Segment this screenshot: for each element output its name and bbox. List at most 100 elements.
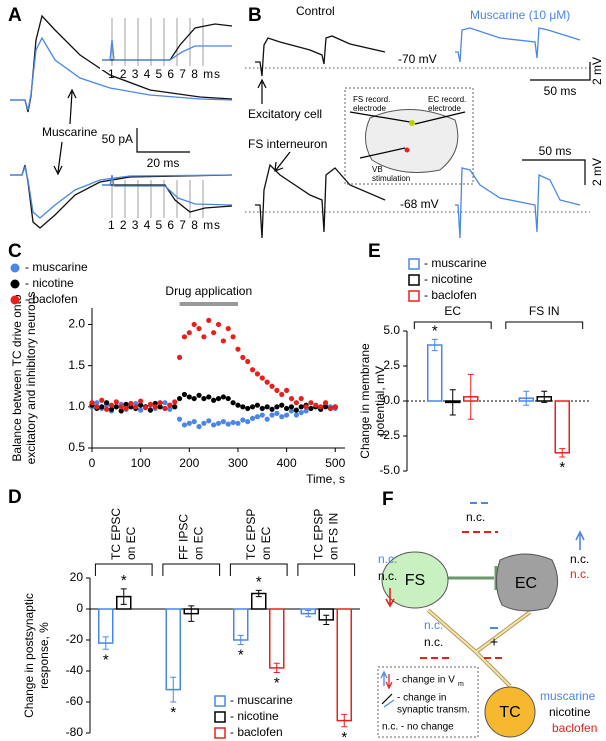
tc-node [484, 686, 536, 738]
point [225, 421, 231, 427]
point [123, 401, 129, 407]
point [186, 330, 192, 336]
legend-swatch [408, 290, 420, 302]
recording-site [409, 120, 415, 126]
bracket [413, 321, 492, 329]
point [264, 416, 270, 422]
point [269, 412, 275, 418]
y-tick-label: 1.5 [68, 358, 85, 372]
effect-label: n.c. [424, 635, 443, 649]
vm-label: -70 mV [398, 52, 437, 66]
point [279, 414, 285, 420]
legend-swatch [10, 263, 20, 273]
bracket [229, 563, 288, 576]
y-axis-label: Balance between TC drive onto [10, 294, 24, 462]
bar [269, 608, 285, 669]
point [288, 408, 295, 414]
significance: * [256, 573, 262, 590]
point [94, 404, 100, 410]
point [220, 419, 226, 425]
inset-axis: 1 2 3 4 5 6 7 8 ms [108, 218, 220, 232]
significance: * [121, 572, 127, 589]
point [308, 405, 314, 412]
y-tick-label: 5.0 [383, 323, 400, 337]
effect-label: n.c. [378, 569, 397, 583]
point [303, 408, 309, 414]
scale-bar [530, 62, 591, 81]
point [191, 321, 197, 328]
point [274, 410, 280, 417]
effect-label: n.c. [424, 618, 443, 632]
legend-label: - nicotine [230, 709, 279, 723]
point [235, 402, 241, 408]
point [181, 422, 188, 428]
y-axis-label: Change in membrane [358, 343, 372, 459]
legend-swatch [408, 274, 420, 286]
effect-label: + [490, 634, 498, 650]
point [162, 400, 168, 406]
drug-bar [179, 302, 238, 306]
inset-text: FS record. [353, 95, 390, 104]
drug-label: baclofen [552, 721, 597, 735]
cell-label: FS interneuron [248, 137, 327, 151]
point [303, 404, 309, 410]
point [147, 407, 153, 413]
legend-label: - baclofen [25, 292, 78, 306]
point [245, 405, 251, 412]
point [191, 419, 197, 425]
legend-text: - change in [397, 693, 446, 704]
scale-label: 2 mV [590, 158, 604, 186]
category-label: EC [444, 304, 461, 318]
point [162, 405, 168, 412]
point [211, 397, 217, 403]
legend-label: - baclofen [230, 725, 283, 739]
annotation: Muscarine [42, 125, 98, 139]
point [157, 400, 163, 406]
panel-f: F FS EC TC n.c. n.c. n.c. n.c. n.c. n.c.… [377, 489, 597, 738]
point [99, 404, 105, 410]
significance: * [274, 675, 280, 692]
y-tick-label: 2.5 [383, 358, 400, 372]
point [172, 399, 178, 405]
error-bar [102, 636, 109, 650]
node-label: FS [405, 572, 425, 589]
point [225, 325, 231, 332]
bar [336, 608, 352, 722]
point [284, 405, 290, 412]
arrow [53, 88, 77, 176]
x-tick-label: 0 [89, 456, 96, 470]
point [249, 367, 256, 373]
slice [365, 109, 459, 173]
legend-mark [383, 699, 395, 708]
drug-label: nicotine [549, 705, 591, 719]
scale-label: 20 ms [147, 156, 180, 170]
error-bar [559, 448, 566, 458]
effect-label: n.c. [378, 552, 397, 566]
category-label: FF IPSC [176, 514, 190, 560]
error-bar [170, 676, 177, 703]
y-tick-label: 20 [70, 570, 84, 584]
y-tick-label: -60 [66, 694, 84, 708]
error-bar [237, 634, 244, 646]
legend-label: - muscarine [230, 693, 293, 707]
point [322, 404, 329, 410]
point [245, 358, 251, 365]
drug-label: muscarine [540, 689, 596, 703]
point [288, 404, 295, 410]
trace [102, 39, 232, 61]
node-label: TC [499, 704, 520, 721]
x-tick-label: 200 [179, 456, 199, 470]
error-bar [431, 338, 438, 352]
bar [554, 400, 570, 454]
point [113, 399, 119, 405]
scale-label: 50 pA [102, 132, 133, 146]
significance: * [559, 459, 565, 476]
condition-label: Muscarine (10 μM) [470, 8, 570, 22]
axon [427, 609, 531, 687]
significance: * [238, 647, 244, 664]
y-tick-label: 1.0 [68, 399, 85, 413]
point [176, 416, 183, 422]
point [206, 317, 212, 323]
point [254, 371, 261, 377]
